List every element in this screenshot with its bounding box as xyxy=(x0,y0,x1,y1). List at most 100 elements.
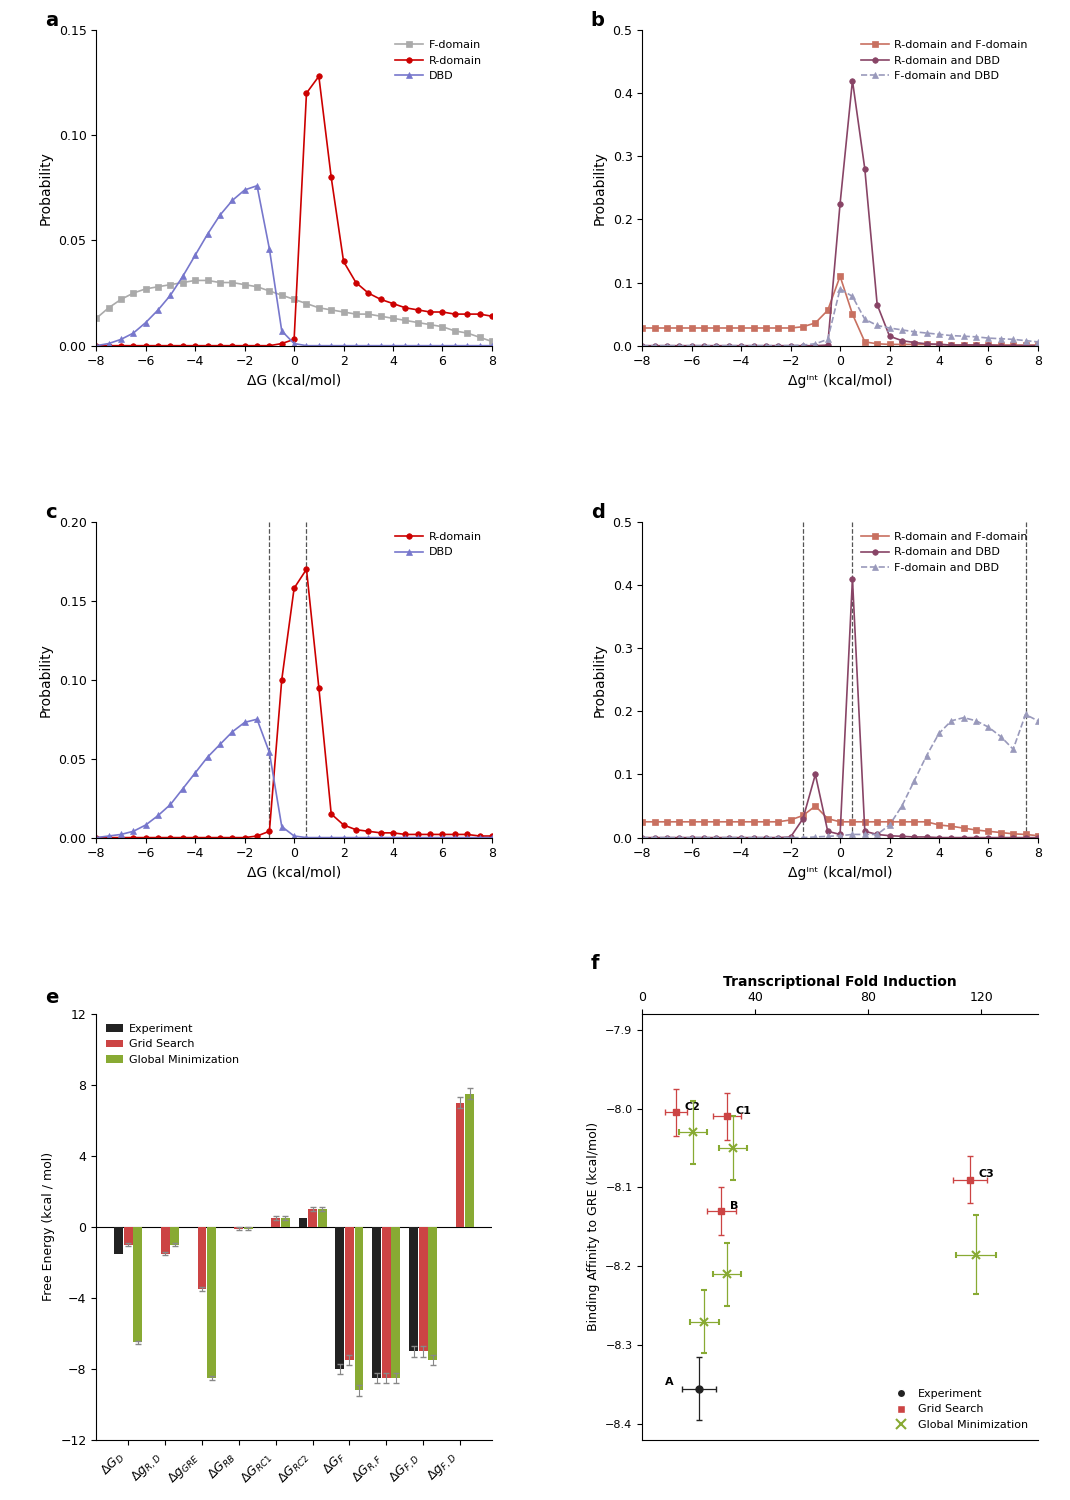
Bar xyxy=(299,1218,307,1227)
R-domain xyxy=(312,678,325,696)
Bar xyxy=(134,1227,142,1342)
Line: R-domain: R-domain xyxy=(93,567,494,840)
F-domain and DBD xyxy=(858,825,871,843)
R-domain xyxy=(90,828,103,846)
F-domain xyxy=(362,304,374,322)
R-domain and F-domain xyxy=(710,813,723,831)
X-axis label: Transcriptional Fold Induction: Transcriptional Fold Induction xyxy=(723,975,957,988)
R-domain and F-domain xyxy=(822,302,835,320)
DBD xyxy=(337,336,350,354)
R-domain and F-domain xyxy=(735,320,748,338)
R-domain and F-domain xyxy=(920,336,933,354)
R-domain and F-domain xyxy=(648,320,661,338)
DBD xyxy=(226,723,239,741)
R-domain xyxy=(411,825,424,843)
R-domain and DBD xyxy=(673,828,686,846)
F-domain and DBD xyxy=(698,828,710,846)
DBD xyxy=(337,828,350,846)
F-domain xyxy=(214,273,227,291)
F-domain and DBD xyxy=(896,321,908,339)
R-domain and F-domain xyxy=(969,336,982,354)
F-domain and DBD xyxy=(822,330,835,348)
R-domain and DBD xyxy=(822,336,835,354)
F-domain xyxy=(337,303,350,321)
R-domain and DBD xyxy=(760,828,773,846)
R-domain and DBD xyxy=(1031,336,1044,354)
DBD xyxy=(188,764,201,782)
R-domain xyxy=(473,827,486,844)
R-domain xyxy=(411,302,424,320)
R-domain and F-domain xyxy=(1007,825,1020,843)
R-domain and DBD xyxy=(846,72,859,90)
F-domain xyxy=(325,302,338,320)
F-domain xyxy=(90,309,103,327)
R-domain and DBD xyxy=(1007,828,1020,846)
DBD xyxy=(374,336,387,354)
Text: B: B xyxy=(730,1202,738,1210)
R-domain and F-domain xyxy=(760,813,773,831)
R-domain xyxy=(288,579,301,597)
F-domain and DBD xyxy=(710,336,723,354)
F-domain and DBD xyxy=(809,828,822,846)
Text: C1: C1 xyxy=(735,1106,751,1116)
R-domain and DBD xyxy=(636,828,648,846)
Line: R-domain and F-domain: R-domain and F-domain xyxy=(640,802,1041,838)
F-domain and DBD xyxy=(958,327,970,345)
R-domain xyxy=(337,252,350,270)
DBD xyxy=(152,807,165,825)
R-domain and DBD xyxy=(994,828,1007,846)
F-domain xyxy=(461,324,474,342)
R-domain and F-domain xyxy=(660,813,673,831)
F-domain and DBD xyxy=(871,825,884,843)
R-domain and DBD xyxy=(660,336,673,354)
X-axis label: Δgᴵⁿᵗ (kcal/mol): Δgᴵⁿᵗ (kcal/mol) xyxy=(788,865,892,880)
R-domain xyxy=(386,294,399,312)
R-domain and F-domain xyxy=(636,320,648,338)
R-domain and DBD xyxy=(796,810,809,828)
F-domain and DBD xyxy=(685,336,698,354)
R-domain xyxy=(164,828,177,846)
F-domain and DBD xyxy=(760,828,773,846)
DBD xyxy=(350,828,363,846)
F-domain xyxy=(103,298,116,316)
R-domain and F-domain xyxy=(834,267,846,285)
R-domain xyxy=(239,336,251,354)
R-domain and F-domain xyxy=(1019,336,1031,354)
DBD xyxy=(188,246,201,264)
DBD xyxy=(103,827,116,844)
F-domain xyxy=(437,318,449,336)
R-domain and F-domain xyxy=(771,320,784,338)
R-domain and F-domain xyxy=(883,336,896,354)
DBD xyxy=(325,336,338,354)
DBD xyxy=(312,336,325,354)
F-domain and DBD xyxy=(994,728,1007,746)
R-domain xyxy=(424,303,437,321)
Bar xyxy=(418,1227,428,1352)
DBD xyxy=(164,795,177,813)
R-domain xyxy=(239,828,251,846)
F-domain xyxy=(114,291,127,309)
Text: C2: C2 xyxy=(685,1102,701,1112)
F-domain and DBD xyxy=(735,336,748,354)
F-domain and DBD xyxy=(907,772,920,790)
DBD xyxy=(250,710,263,728)
R-domain and DBD xyxy=(784,828,797,846)
R-domain xyxy=(275,334,288,352)
Bar xyxy=(392,1227,400,1379)
R-domain and DBD xyxy=(846,570,859,588)
F-domain and DBD xyxy=(809,334,822,352)
R-domain xyxy=(300,84,312,102)
R-domain and DBD xyxy=(1019,336,1031,354)
R-domain and DBD xyxy=(958,828,970,846)
DBD xyxy=(114,825,127,843)
R-domain and DBD xyxy=(796,336,809,354)
R-domain and F-domain xyxy=(673,320,686,338)
R-domain and DBD xyxy=(871,296,884,314)
Legend: R-domain and F-domain, R-domain and DBD, F-domain and DBD: R-domain and F-domain, R-domain and DBD,… xyxy=(857,528,1033,578)
R-domain and F-domain xyxy=(698,813,710,831)
R-domain and F-domain xyxy=(784,320,797,338)
Legend: F-domain, R-domain, DBD: F-domain, R-domain, DBD xyxy=(391,36,487,86)
R-domain and F-domain xyxy=(933,816,946,834)
R-domain xyxy=(461,304,474,322)
R-domain and DBD xyxy=(747,828,760,846)
